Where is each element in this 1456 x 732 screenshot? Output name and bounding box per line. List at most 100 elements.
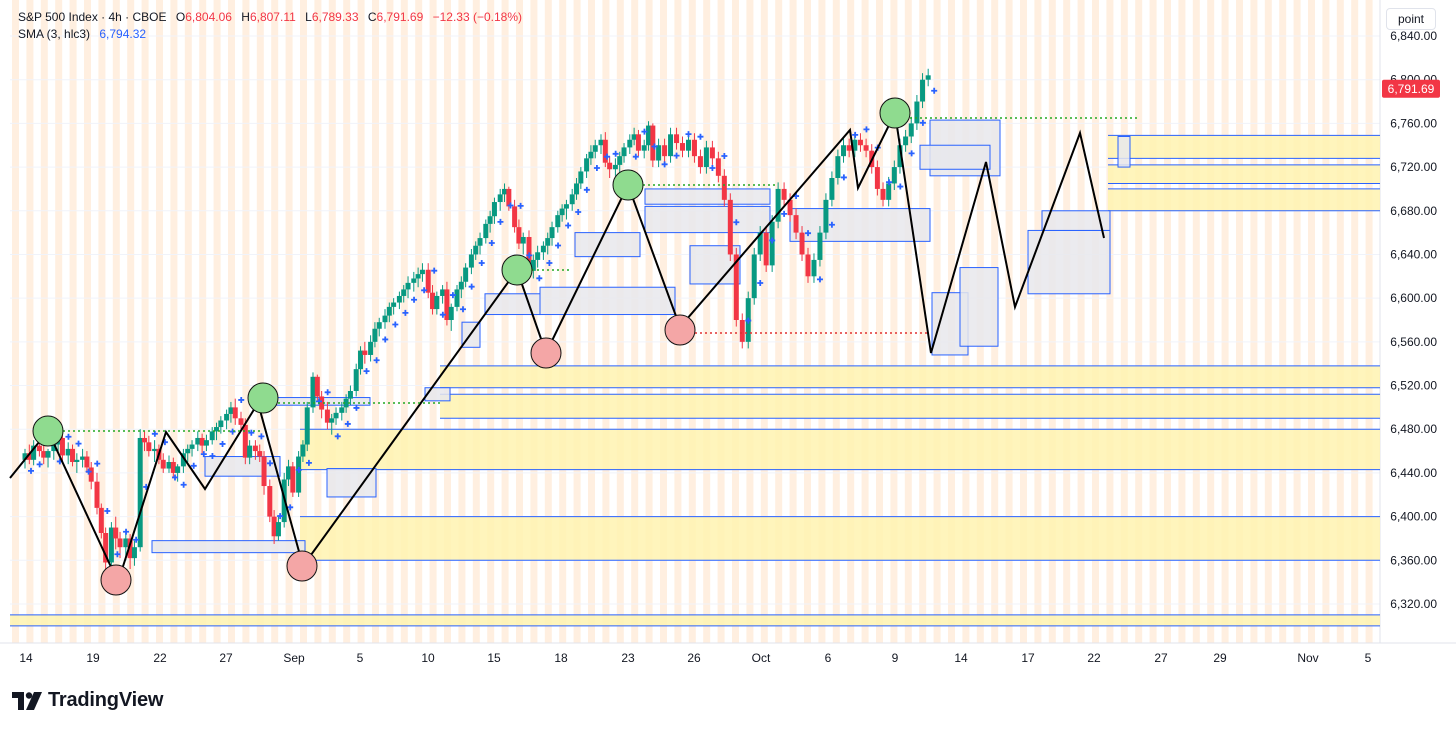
candle-down[interactable] bbox=[319, 396, 325, 410]
candle-up[interactable] bbox=[823, 199, 829, 233]
candle-up[interactable] bbox=[592, 145, 598, 152]
candle-down[interactable] bbox=[857, 139, 863, 146]
candle-up[interactable] bbox=[497, 194, 503, 203]
candle-up[interactable] bbox=[454, 289, 460, 307]
candle-up[interactable] bbox=[483, 223, 489, 239]
candle-up[interactable] bbox=[275, 522, 281, 537]
candle-down[interactable] bbox=[271, 516, 277, 537]
candle-up[interactable] bbox=[588, 151, 594, 159]
candle-up[interactable] bbox=[829, 178, 835, 200]
candle-down[interactable] bbox=[444, 289, 450, 320]
candle-up[interactable] bbox=[358, 350, 364, 370]
candle-up[interactable] bbox=[209, 431, 215, 441]
candle-up[interactable] bbox=[45, 451, 51, 458]
candle-up[interactable] bbox=[555, 215, 561, 228]
candle-up[interactable] bbox=[228, 407, 234, 414]
candle-down[interactable] bbox=[430, 292, 436, 310]
candle-up[interactable] bbox=[108, 527, 114, 563]
candle-up[interactable] bbox=[175, 466, 181, 473]
candle-down[interactable] bbox=[324, 409, 330, 423]
candle-up[interactable] bbox=[811, 259, 817, 277]
candle-up[interactable] bbox=[886, 183, 892, 200]
candle-down[interactable] bbox=[697, 156, 703, 168]
candle-up[interactable] bbox=[386, 306, 392, 316]
scale-mode-button[interactable]: point bbox=[1386, 8, 1436, 30]
candle-down[interactable] bbox=[793, 215, 799, 233]
candle-up[interactable] bbox=[703, 147, 709, 168]
candle-up[interactable] bbox=[520, 236, 526, 244]
candle-down[interactable] bbox=[88, 467, 94, 482]
candle-up[interactable] bbox=[841, 145, 847, 157]
candle-down[interactable] bbox=[146, 442, 152, 452]
candle-up[interactable] bbox=[304, 407, 310, 445]
candle-down[interactable] bbox=[232, 407, 238, 419]
candle-down[interactable] bbox=[691, 139, 697, 157]
candle-down[interactable] bbox=[160, 459, 166, 469]
candle-down[interactable] bbox=[238, 418, 244, 425]
candle-up[interactable] bbox=[569, 194, 575, 205]
candle-down[interactable] bbox=[602, 139, 608, 163]
candle-down[interactable] bbox=[70, 448, 76, 462]
candle-down[interactable] bbox=[739, 320, 745, 342]
candle-up[interactable] bbox=[578, 171, 584, 184]
candle-up[interactable] bbox=[434, 295, 440, 310]
candle-down[interactable] bbox=[257, 451, 263, 457]
candle-up[interactable] bbox=[31, 445, 37, 460]
candle-down[interactable] bbox=[41, 451, 47, 458]
candle-up[interactable] bbox=[775, 188, 781, 222]
candle-down[interactable] bbox=[805, 254, 811, 277]
candle-down[interactable] bbox=[142, 437, 148, 443]
candle-down[interactable] bbox=[127, 538, 133, 559]
candle-down[interactable] bbox=[26, 453, 32, 460]
candle-up[interactable] bbox=[74, 459, 80, 462]
candle-up[interactable] bbox=[584, 158, 590, 172]
candle-up[interactable] bbox=[405, 282, 411, 290]
candle-up[interactable] bbox=[185, 448, 191, 454]
candle-up[interactable] bbox=[920, 79, 926, 102]
candle-down[interactable] bbox=[362, 350, 368, 355]
candle-up[interactable] bbox=[903, 136, 909, 146]
candle-up[interactable] bbox=[448, 306, 454, 320]
candle-up[interactable] bbox=[224, 413, 230, 421]
candle-up[interactable] bbox=[339, 407, 345, 413]
candle-up[interactable] bbox=[914, 101, 920, 124]
candle-up[interactable] bbox=[491, 202, 497, 217]
candle-up[interactable] bbox=[468, 254, 474, 268]
candle-up[interactable] bbox=[396, 295, 402, 303]
candle-up[interactable] bbox=[540, 245, 546, 253]
candle-down[interactable] bbox=[94, 481, 100, 508]
candle-down[interactable] bbox=[103, 533, 109, 563]
candle-down[interactable] bbox=[727, 199, 733, 255]
candle-down[interactable] bbox=[314, 376, 320, 397]
candle-up[interactable] bbox=[908, 123, 914, 137]
candle-down[interactable] bbox=[242, 424, 248, 458]
candle-up[interactable] bbox=[458, 281, 464, 290]
candle-up[interactable] bbox=[751, 254, 757, 299]
candle-down[interactable] bbox=[36, 445, 42, 452]
candle-up[interactable] bbox=[535, 252, 541, 260]
candle-up[interactable] bbox=[656, 145, 662, 161]
candle-up[interactable] bbox=[668, 134, 674, 157]
candle-up[interactable] bbox=[65, 448, 71, 456]
candle-up[interactable] bbox=[189, 444, 195, 449]
candle-up[interactable] bbox=[502, 188, 508, 195]
candle-up[interactable] bbox=[530, 259, 536, 271]
candle-down[interactable] bbox=[98, 507, 104, 533]
candle-up[interactable] bbox=[195, 437, 201, 445]
candle-down[interactable] bbox=[199, 437, 205, 446]
candle-down[interactable] bbox=[290, 466, 296, 493]
candle-down[interactable] bbox=[252, 445, 258, 452]
candle-up[interactable] bbox=[296, 456, 302, 493]
candle-up[interactable] bbox=[401, 289, 407, 296]
candle-up[interactable] bbox=[757, 232, 763, 255]
candle-up[interactable] bbox=[368, 341, 374, 355]
candle-down[interactable] bbox=[715, 158, 721, 176]
candle-up[interactable] bbox=[131, 547, 137, 559]
candle-down[interactable] bbox=[674, 134, 680, 144]
candle-down[interactable] bbox=[799, 232, 805, 255]
candle-down[interactable] bbox=[763, 232, 769, 266]
legend-sma-label[interactable]: SMA (3, hlc3) bbox=[18, 27, 91, 41]
candle-down[interactable] bbox=[516, 227, 522, 244]
candle-up[interactable] bbox=[22, 453, 28, 460]
